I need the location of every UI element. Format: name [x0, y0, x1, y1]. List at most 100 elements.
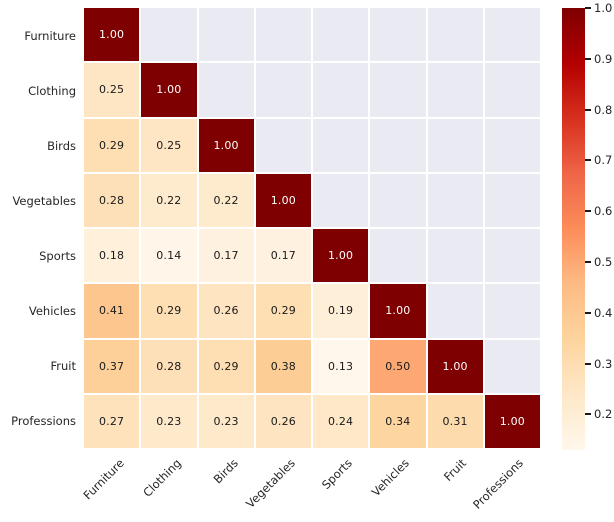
colorbar-tick-mark [585, 311, 591, 314]
heatmap-cell-masked [427, 173, 483, 227]
heatmap-cell-masked [427, 284, 483, 338]
x-tick-label: Sports [318, 456, 355, 492]
heatmap-cell-masked [198, 8, 254, 62]
heatmap-cell-masked [313, 118, 369, 172]
heatmap-cell: 1.00 [255, 173, 311, 227]
heatmap-cell: 0.13 [313, 339, 369, 393]
heatmap-cell: 0.14 [141, 229, 197, 283]
heatmap-cell-masked [484, 63, 540, 117]
x-tick-label: Birds [210, 456, 241, 487]
heatmap-cell: 1.00 [484, 394, 540, 448]
heatmap-cell: 0.17 [255, 229, 311, 283]
heatmap-cell: 0.34 [370, 394, 426, 448]
heatmap-cell: 0.27 [84, 394, 140, 448]
colorbar-tick-label: 0.7 [594, 153, 613, 168]
heatmap-cell: 0.29 [255, 284, 311, 338]
heatmap-cell: 0.17 [198, 229, 254, 283]
heatmap-cell: 0.31 [427, 394, 483, 448]
heatmap-cell-masked [370, 118, 426, 172]
y-tick-label: Sports [39, 248, 76, 263]
colorbar-tick-label: 0.5 [594, 255, 613, 270]
colorbar-tick-mark [585, 210, 591, 213]
heatmap-grid: 1.00 0.25 1.00 0.29 0.25 1.00 0.28 0.22 0.22 1.00… [84, 8, 540, 448]
colorbar-tick-label: 0.9 [594, 51, 613, 66]
heatmap-cell-masked [427, 118, 483, 172]
colorbar-tick-label: 1.0 [594, 1, 613, 15]
heatmap-cell-masked [198, 63, 254, 117]
colorbar-tick-label: 0.6 [594, 204, 613, 219]
x-tick-label: Vegetables [242, 456, 298, 511]
x-tick-label: Professions [469, 456, 526, 512]
heatmap-cell: 0.26 [255, 394, 311, 448]
heatmap-cell-masked [370, 8, 426, 62]
colorbar-tick-mark [585, 108, 591, 111]
heatmap-cell-masked [484, 173, 540, 227]
heatmap-cell: 1.00 [198, 118, 254, 172]
heatmap-cell-masked [370, 229, 426, 283]
colorbar-tick-mark [585, 7, 591, 9]
heatmap-cell-masked [484, 8, 540, 62]
heatmap-cell: 0.25 [84, 63, 140, 117]
y-tick-label: Furniture [24, 28, 76, 43]
colorbar-tick-mark [585, 57, 591, 60]
heatmap-cell: 0.25 [141, 118, 197, 172]
y-tick-label: Vegetables [12, 193, 76, 208]
heatmap-cell: 0.41 [84, 284, 140, 338]
heatmap-cell: 0.29 [141, 284, 197, 338]
heatmap-cell: 0.23 [141, 394, 197, 448]
heatmap-cell: 1.00 [370, 284, 426, 338]
heatmap-cell-masked [427, 229, 483, 283]
colorbar [562, 8, 585, 450]
y-tick-label: Vehicles [28, 303, 76, 318]
heatmap-cell-masked [255, 63, 311, 117]
heatmap-cell: 0.23 [198, 394, 254, 448]
heatmap-cell: 1.00 [427, 339, 483, 393]
heatmap-cell: 0.50 [370, 339, 426, 393]
heatmap-cell-masked [484, 118, 540, 172]
colorbar-tick-mark [585, 261, 591, 264]
y-tick-label: Clothing [28, 83, 76, 98]
heatmap-cell: 0.28 [141, 339, 197, 393]
heatmap-cell: 0.28 [84, 173, 140, 227]
heatmap-cell-masked [427, 8, 483, 62]
heatmap-cell: 0.29 [84, 118, 140, 172]
colorbar-tick-mark [585, 159, 591, 162]
heatmap-cell-masked [141, 8, 197, 62]
colorbar-tick-label: 0.2 [594, 407, 613, 422]
heatmap-cell-masked [370, 173, 426, 227]
x-tick-label: Vehicles [368, 456, 412, 500]
y-tick-label: Birds [47, 138, 76, 153]
heatmap-cell: 1.00 [313, 229, 369, 283]
heatmap-cell: 0.26 [198, 284, 254, 338]
heatmap-cell-masked [484, 284, 540, 338]
heatmap-cell: 0.29 [198, 339, 254, 393]
colorbar-tick-label: 0.4 [594, 305, 613, 320]
heatmap-cell: 0.19 [313, 284, 369, 338]
heatmap-cell-masked [313, 173, 369, 227]
heatmap-cell-masked [427, 63, 483, 117]
heatmap-cell-masked [370, 63, 426, 117]
heatmap-cell-masked [255, 8, 311, 62]
colorbar-tick-mark [585, 413, 591, 416]
heatmap-cell-masked [313, 8, 369, 62]
heatmap-cell: 0.38 [255, 339, 311, 393]
heatmap-cell: 1.00 [141, 63, 197, 117]
heatmap-cell-masked [255, 118, 311, 172]
heatmap-cell-masked [484, 229, 540, 283]
y-tick-label: Professions [11, 413, 76, 428]
heatmap-cell: 0.24 [313, 394, 369, 448]
heatmap-cell-masked [484, 339, 540, 393]
y-tick-label: Fruit [50, 358, 77, 373]
colorbar-tick-label: 0.3 [594, 356, 613, 371]
heatmap-cell: 0.22 [141, 173, 197, 227]
x-tick-label: Furniture [79, 456, 127, 503]
heatmap-cell: 1.00 [84, 8, 140, 62]
heatmap-cell: 0.22 [198, 173, 254, 227]
x-tick-label: Fruit [440, 456, 469, 484]
heatmap-cell: 0.37 [84, 339, 140, 393]
colorbar-tick-label: 0.8 [594, 102, 613, 117]
x-tick-label: Clothing [139, 456, 184, 500]
heatmap-cell-masked [313, 63, 369, 117]
heatmap-cell: 0.18 [84, 229, 140, 283]
